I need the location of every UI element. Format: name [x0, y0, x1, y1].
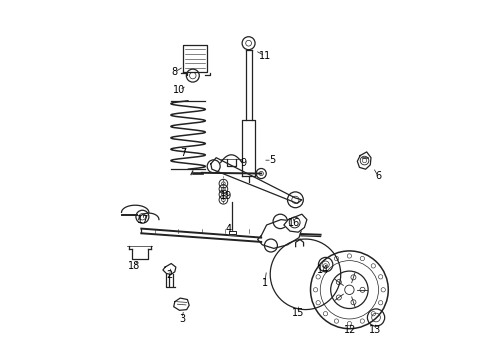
- Text: 9: 9: [240, 158, 246, 168]
- Text: 4: 4: [226, 224, 232, 234]
- Text: 6: 6: [375, 171, 381, 181]
- Text: 3: 3: [179, 314, 185, 324]
- Text: 12: 12: [344, 325, 357, 336]
- Polygon shape: [163, 264, 176, 274]
- Text: 17: 17: [137, 215, 149, 225]
- Text: 13: 13: [369, 325, 381, 336]
- Text: 2: 2: [166, 270, 172, 280]
- Polygon shape: [242, 121, 255, 176]
- Text: 5: 5: [269, 155, 275, 165]
- Polygon shape: [357, 152, 371, 169]
- Text: 18: 18: [128, 261, 140, 271]
- Text: 15: 15: [292, 308, 304, 318]
- Polygon shape: [211, 158, 302, 203]
- Text: 16: 16: [288, 218, 300, 228]
- Text: 10: 10: [173, 85, 186, 95]
- Polygon shape: [284, 214, 307, 232]
- Polygon shape: [258, 220, 302, 248]
- Polygon shape: [174, 298, 189, 310]
- Polygon shape: [183, 45, 207, 72]
- Polygon shape: [229, 231, 236, 234]
- Text: 7: 7: [180, 148, 186, 158]
- Text: 14: 14: [318, 265, 330, 275]
- Text: 1: 1: [262, 278, 268, 288]
- Text: 11: 11: [259, 51, 271, 61]
- Text: 19: 19: [220, 191, 232, 201]
- Text: 8: 8: [172, 67, 178, 77]
